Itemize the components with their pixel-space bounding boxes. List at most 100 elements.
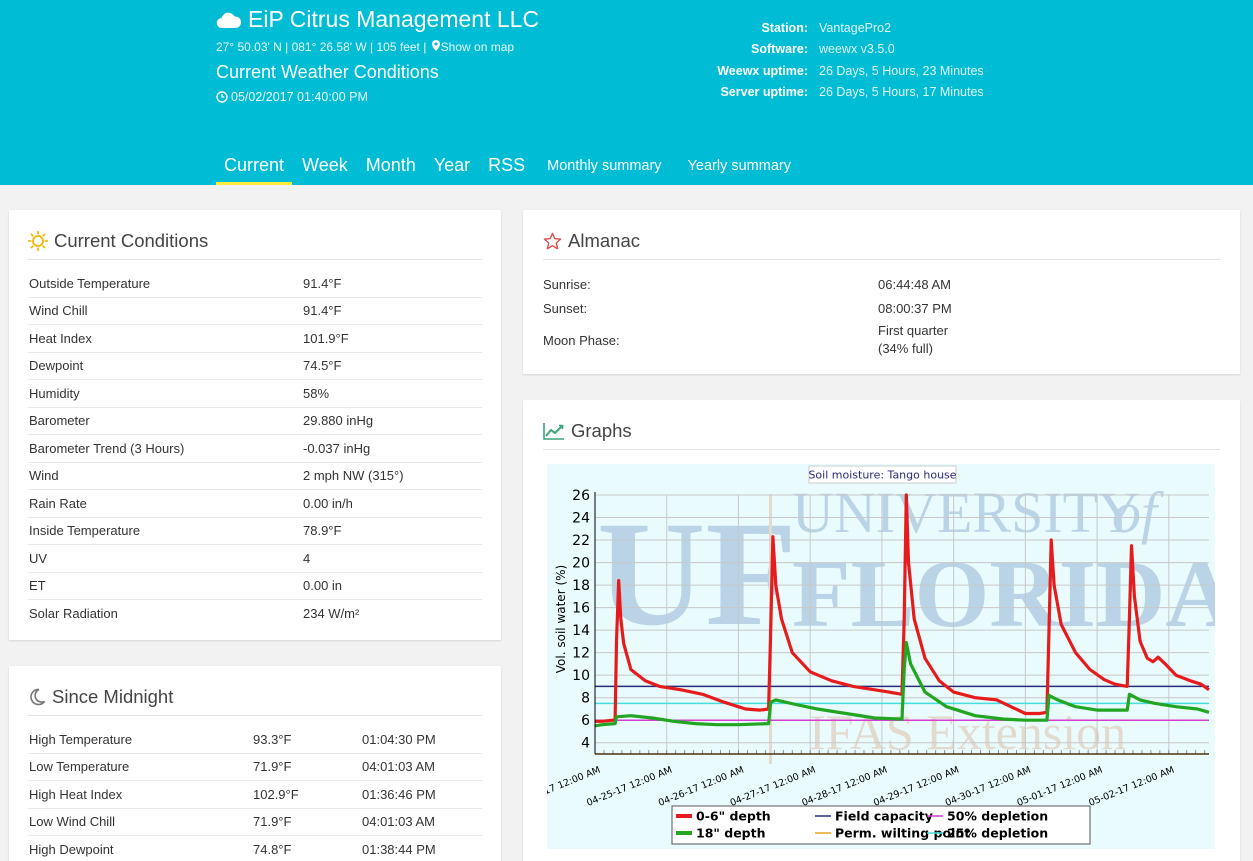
since-midnight-time: 01:36:46 PM bbox=[362, 786, 436, 802]
station-row: Station: VantagePro2 bbox=[690, 17, 984, 39]
soil-moisture-chart[interactable]: UF UNIVERSITY of FLORIDA IFAS Extension … bbox=[547, 464, 1215, 849]
since-midnight-row: High Heat Index 102.9°F 01:36:46 PM bbox=[28, 781, 482, 809]
watermark-university: UNIVERSITY bbox=[792, 480, 1140, 545]
nav-month[interactable]: Month bbox=[365, 155, 416, 175]
cloud-icon bbox=[216, 12, 242, 28]
legend-label: 50% depletion bbox=[947, 809, 1048, 824]
site-title[interactable]: EiP Citrus Management LLC bbox=[216, 6, 539, 33]
current-conditions-table: Outside Temperature 91.4°F Wind Chill 91.4°… bbox=[28, 270, 482, 628]
conditions-label: Inside Temperature bbox=[29, 523, 141, 539]
show-on-map-link[interactable]: Show on map bbox=[440, 40, 515, 54]
station-row: Software: weewx v3.5.0 bbox=[690, 39, 984, 61]
almanac-row-moon: Moon Phase: First quarter (34% full) bbox=[543, 322, 1220, 358]
nav-year[interactable]: Year bbox=[433, 155, 471, 175]
graphs-panel: Graphs UF UNIVERSITY of FLORIDA IFAS Ext… bbox=[523, 400, 1240, 861]
site-title-text: EiP Citrus Management LLC bbox=[248, 6, 540, 32]
moon-icon bbox=[30, 688, 46, 706]
since-midnight-label: High Dewpoint bbox=[29, 841, 114, 857]
y-tick-label: 10 bbox=[572, 668, 590, 684]
panel-title-text: Almanac bbox=[568, 230, 640, 251]
conditions-value: 91.4°F bbox=[303, 275, 342, 291]
almanac-title: Almanac bbox=[543, 230, 1220, 260]
conditions-row: Rain Rate 0.00 in/h bbox=[28, 490, 482, 518]
conditions-value: 78.9°F bbox=[303, 523, 342, 539]
since-midnight-panel: Since Midnight High Temperature 93.3°F 01:… bbox=[9, 666, 501, 861]
conditions-label: UV bbox=[29, 550, 48, 566]
conditions-row: ET 0.00 in bbox=[28, 573, 482, 600]
conditions-row: Solar Radiation 234 W/m² bbox=[28, 600, 482, 628]
legend-label: Field capacity bbox=[835, 809, 933, 824]
y-tick-label: 20 bbox=[572, 556, 590, 572]
nav-monthly-summary[interactable]: Monthly summary bbox=[547, 158, 662, 174]
panel-title-text: Current Conditions bbox=[54, 230, 209, 251]
y-tick-label: 14 bbox=[572, 623, 590, 639]
moon-phase-value: First quarter (34% full) bbox=[878, 322, 948, 358]
nav-rss[interactable]: RSS bbox=[488, 155, 526, 175]
since-midnight-label: Low Temperature bbox=[29, 759, 130, 775]
line-chart-icon bbox=[543, 423, 564, 440]
sun-icon bbox=[28, 231, 48, 251]
since-midnight-time: 01:04:30 PM bbox=[362, 731, 436, 747]
since-midnight-row: Low Temperature 71.9°F 04:01:03 AM bbox=[28, 754, 482, 781]
conditions-value: -0.037 inHg bbox=[303, 440, 371, 456]
legend-label: Perm. wilting point bbox=[835, 826, 970, 841]
conditions-label: Outside Temperature bbox=[29, 275, 151, 291]
star-icon bbox=[543, 232, 562, 249]
station-info-value: weewx v3.5.0 bbox=[819, 42, 895, 57]
y-tick-label: 22 bbox=[572, 533, 590, 549]
since-midnight-value: 71.9°F bbox=[253, 814, 292, 830]
conditions-label: Barometer Trend (3 Hours) bbox=[29, 440, 185, 456]
conditions-value: 2 mph NW (315°) bbox=[303, 468, 404, 484]
conditions-row: Wind 2 mph NW (315°) bbox=[28, 463, 482, 490]
moon-phase-name: First quarter bbox=[878, 323, 949, 338]
nav-week[interactable]: Week bbox=[302, 155, 348, 175]
chart-title: Soil moisture: Tango house bbox=[808, 469, 956, 482]
since-midnight-value: 74.8°F bbox=[253, 841, 292, 857]
panel-title-text: Graphs bbox=[571, 420, 632, 441]
conditions-row: UV 4 bbox=[28, 545, 482, 573]
clock-icon bbox=[216, 91, 228, 103]
timestamp: 05/02/2017 01:40:00 PM bbox=[216, 90, 368, 104]
nav-current[interactable]: Current bbox=[216, 155, 293, 185]
chart-title-box bbox=[808, 465, 957, 484]
conditions-value: 29.880 inHg bbox=[303, 413, 374, 429]
station-info-key: Weewx uptime: bbox=[717, 63, 808, 78]
station-info: Station: VantagePro2 Software: weewx v3.5.… bbox=[690, 17, 984, 103]
conditions-value: 101.9°F bbox=[303, 330, 349, 346]
station-info-value: 26 Days, 5 Hours, 17 Minutes bbox=[819, 85, 984, 100]
conditions-label: Wind bbox=[29, 468, 59, 484]
station-row: Weewx uptime: 26 Days, 5 Hours, 23 Minute… bbox=[690, 60, 983, 82]
almanac-panel: Almanac Sunrise: 06:44:48 AM Sunset: 08:… bbox=[523, 210, 1240, 374]
y-tick-label: 4 bbox=[581, 736, 590, 752]
y-tick-label: 6 bbox=[581, 713, 590, 729]
map-marker-icon bbox=[431, 40, 440, 51]
panel-title-text: Since Midnight bbox=[52, 686, 174, 707]
almanac-row-sunset: Sunset: 08:00:37 PM bbox=[543, 296, 1220, 320]
since-midnight-value: 93.3°F bbox=[253, 731, 292, 747]
conditions-value: 0.00 in/h bbox=[303, 495, 353, 511]
moon-phase-label: Moon Phase: bbox=[543, 332, 620, 348]
y-tick-label: 18 bbox=[572, 578, 590, 594]
uf-watermark: UF UNIVERSITY of FLORIDA IFAS Extension bbox=[597, 480, 1215, 764]
since-midnight-title: Since Midnight bbox=[28, 686, 482, 716]
nav-yearly-summary[interactable]: Yearly summary bbox=[687, 158, 791, 174]
station-info-key: Software: bbox=[751, 42, 808, 57]
conditions-row: Barometer Trend (3 Hours) -0.037 inHg bbox=[28, 435, 482, 463]
conditions-row: Inside Temperature 78.9°F bbox=[28, 518, 482, 545]
y-tick-label: 8 bbox=[581, 691, 590, 707]
legend-label: 0-6" depth bbox=[696, 809, 771, 824]
conditions-row: Dewpoint 74.5°F bbox=[28, 353, 482, 380]
almanac-table: Sunrise: 06:44:48 AM Sunset: 08:00:37 PM… bbox=[543, 272, 1220, 358]
conditions-row: Outside Temperature 91.4°F bbox=[28, 270, 482, 298]
conditions-label: Barometer bbox=[29, 413, 90, 429]
since-midnight-label: High Temperature bbox=[29, 731, 133, 747]
conditions-value: 4 bbox=[303, 550, 311, 566]
y-tick-label: 24 bbox=[572, 511, 590, 527]
legend-label: 25% depletion bbox=[947, 826, 1048, 841]
conditions-label: Heat Index bbox=[29, 330, 92, 346]
sunset-label: Sunset: bbox=[543, 300, 588, 316]
station-info-key: Station: bbox=[761, 20, 808, 35]
conditions-label: Humidity bbox=[29, 385, 80, 401]
chart-legend bbox=[671, 805, 1091, 845]
conditions-label: Solar Radiation bbox=[29, 606, 118, 622]
